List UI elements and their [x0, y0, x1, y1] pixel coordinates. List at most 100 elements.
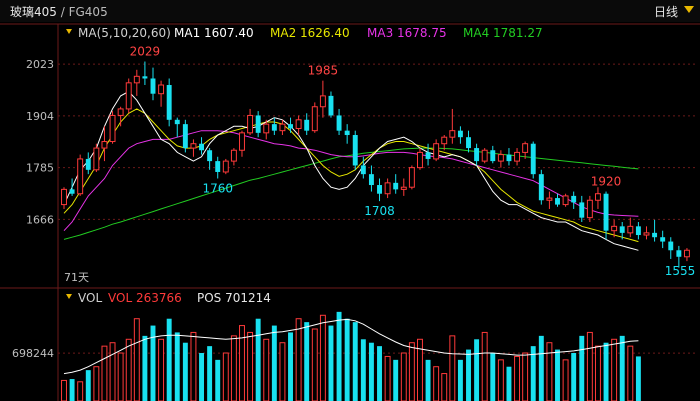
- volume-bar: [555, 349, 560, 401]
- volume-bar: [514, 355, 521, 401]
- candle-body: [603, 193, 609, 231]
- y-tick-label: 2023: [26, 58, 54, 71]
- candle-body: [635, 226, 641, 236]
- symbol-title[interactable]: 玻璃405 / FG405: [10, 5, 108, 19]
- volume-bar: [174, 332, 180, 401]
- volume-bar: [506, 366, 512, 401]
- volume-value: VOL 263766: [108, 291, 182, 305]
- legend-toggle-icon[interactable]: [66, 29, 72, 34]
- volume-bar: [101, 345, 108, 401]
- candle-body: [457, 130, 463, 138]
- y-tick-label: 1904: [26, 110, 54, 123]
- volume-bar: [562, 359, 569, 401]
- volume-bar: [93, 366, 100, 401]
- volume-bar: [190, 331, 197, 401]
- candle-body: [433, 143, 440, 160]
- volume-bar: [466, 349, 471, 401]
- candle-body: [295, 119, 302, 129]
- candle-body: [77, 158, 84, 195]
- volume-label: VOL: [78, 291, 102, 305]
- volume-bar: [222, 352, 229, 401]
- candle-body: [594, 193, 601, 201]
- candle-body: [449, 130, 456, 138]
- volume-bar: [393, 359, 399, 401]
- volume-bar: [497, 359, 504, 401]
- candle-body: [93, 147, 100, 171]
- volume-bar: [328, 325, 334, 401]
- volume-bar: [336, 311, 342, 401]
- ma2-line: [63, 108, 639, 243]
- candle-body: [384, 182, 391, 195]
- volume-bar: [344, 318, 350, 401]
- candle-body: [174, 119, 180, 125]
- ma1-line: [63, 90, 639, 251]
- volume-bar: [311, 328, 318, 401]
- volume-bar: [239, 325, 245, 401]
- candle-body: [474, 148, 480, 162]
- candle-body: [546, 197, 553, 201]
- volume-bar: [61, 379, 67, 401]
- candle-body: [263, 123, 270, 134]
- volume-bar: [304, 322, 310, 401]
- candle-body: [676, 250, 682, 257]
- volume-bar: [255, 318, 261, 401]
- candle-body: [336, 115, 342, 131]
- ma4-line: [63, 147, 639, 240]
- volume-bar: [457, 359, 463, 401]
- price-annotation-1555: 1555: [665, 264, 696, 278]
- volume-bar: [109, 342, 116, 401]
- volume-bar: [207, 346, 213, 401]
- volume-bar: [295, 318, 302, 401]
- candle-body: [344, 130, 350, 136]
- top-bar: 玻璃405 / FG405 日线: [0, 0, 700, 22]
- candle-body: [239, 132, 245, 151]
- chevron-down-icon[interactable]: [684, 6, 694, 13]
- candle-body: [311, 106, 318, 132]
- volume-bar: [538, 335, 544, 401]
- volume-bar: [133, 318, 140, 401]
- volume-legend-toggle-icon[interactable]: [66, 294, 72, 299]
- candle-body: [579, 202, 585, 218]
- candle-body: [125, 82, 132, 110]
- candle-body: [304, 119, 310, 131]
- volume-bar: [635, 356, 641, 401]
- candle-body: [368, 174, 374, 186]
- volume-bar: [368, 342, 374, 401]
- candle-body: [207, 150, 213, 162]
- volume-bar: [319, 314, 326, 401]
- volume-bar: [125, 338, 132, 401]
- candle-body: [555, 198, 560, 205]
- candle-body: [279, 123, 286, 132]
- candle-body: [190, 143, 197, 149]
- volume-bar: [400, 352, 407, 401]
- candle-body: [643, 232, 650, 236]
- volume-bar: [384, 355, 391, 401]
- candle-body: [393, 182, 399, 190]
- candle-body: [222, 160, 229, 173]
- position-value: POS 701214: [197, 291, 271, 305]
- candle-body: [69, 189, 75, 194]
- volume-bar: [408, 342, 415, 401]
- candle-body: [215, 161, 221, 172]
- candle-body: [562, 195, 569, 206]
- period-selector[interactable]: 日线: [653, 5, 678, 19]
- volume-bar: [352, 322, 358, 401]
- volume-bar: [271, 325, 277, 401]
- volume-bar: [619, 335, 625, 401]
- ma-params-label: MA(5,10,20,60): [78, 26, 171, 40]
- volume-bar: [611, 338, 618, 401]
- volume-bar: [150, 325, 156, 401]
- candle-body: [158, 84, 165, 95]
- candle-body: [61, 188, 67, 206]
- volume-bar: [449, 335, 456, 401]
- candle-body: [377, 185, 382, 194]
- candle-body: [530, 143, 536, 175]
- candle-body: [255, 115, 261, 133]
- candle-body: [497, 154, 504, 162]
- candle-body: [627, 225, 634, 234]
- volume-bar: [603, 342, 609, 401]
- candle-body: [360, 165, 366, 175]
- days-count-label: 71天: [64, 271, 89, 284]
- candle-body: [522, 143, 529, 153]
